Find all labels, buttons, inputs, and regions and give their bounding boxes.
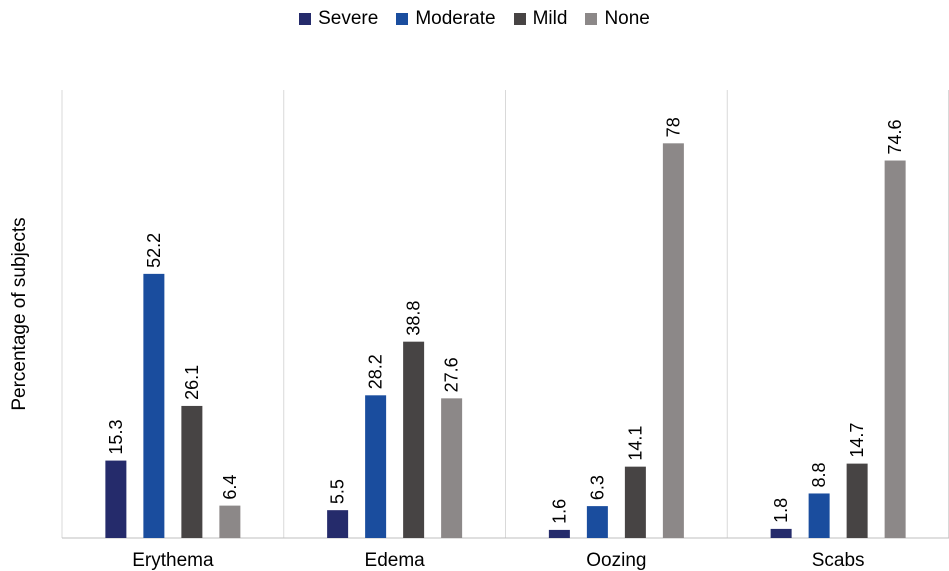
bar — [846, 463, 868, 538]
x-tick-label: Erythema — [132, 550, 214, 571]
data-label: 28.2 — [366, 354, 386, 389]
data-label: 8.8 — [809, 462, 829, 487]
bar — [624, 466, 646, 538]
data-label: 6.3 — [587, 475, 607, 500]
bar — [662, 143, 684, 538]
data-label: 38.8 — [404, 301, 424, 336]
bar — [403, 341, 425, 538]
legend-label: None — [604, 8, 650, 29]
legend-label: Severe — [318, 8, 379, 29]
legend-label: Moderate — [415, 8, 496, 29]
data-label: 5.5 — [328, 479, 348, 504]
legend-swatch — [585, 13, 598, 25]
data-label: 14.1 — [625, 426, 645, 461]
data-label: 52.2 — [144, 233, 164, 268]
data-label: 14.7 — [847, 423, 867, 458]
legend-item: Mild — [513, 8, 568, 30]
bar — [808, 493, 830, 538]
bar — [884, 160, 906, 539]
data-label: 15.3 — [106, 420, 126, 455]
data-label: 78 — [663, 117, 683, 137]
x-tick-label: Oozing — [586, 550, 646, 571]
data-label: 1.8 — [771, 498, 791, 523]
bar — [365, 395, 387, 538]
bar — [105, 460, 127, 538]
x-tick-label: Edema — [365, 550, 426, 571]
data-label: 26.1 — [182, 365, 202, 400]
data-label: 74.6 — [885, 119, 905, 154]
legend-swatch — [396, 13, 409, 25]
legend-swatch — [513, 13, 526, 25]
legend-item: Moderate — [396, 8, 496, 30]
bar — [770, 528, 792, 538]
x-tick-label: Scabs — [812, 550, 865, 571]
legend: Severe Moderate Mild None — [0, 8, 949, 30]
bar — [219, 505, 241, 538]
bar — [181, 405, 203, 538]
legend-item: None — [585, 8, 650, 30]
legend-swatch — [299, 13, 312, 25]
bar — [586, 506, 608, 538]
data-label: 6.4 — [220, 475, 240, 500]
legend-label: Mild — [532, 8, 568, 29]
bar — [441, 398, 463, 538]
data-label: 27.6 — [442, 357, 462, 392]
bar — [143, 273, 165, 538]
legend-item: Severe — [299, 8, 378, 30]
bar — [327, 510, 349, 538]
data-label: 1.6 — [549, 499, 569, 524]
bar — [548, 529, 570, 538]
